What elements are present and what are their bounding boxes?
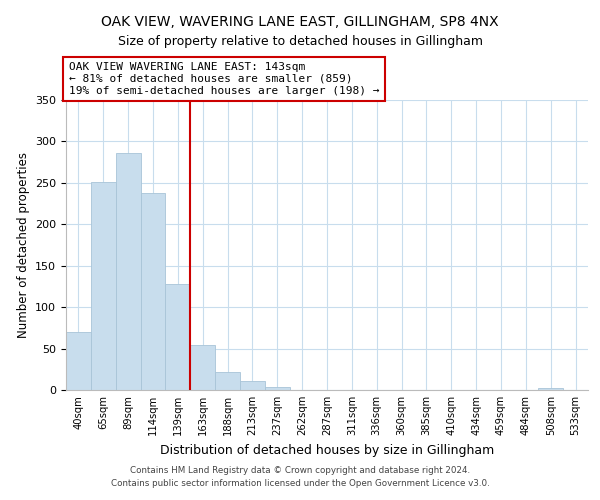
Bar [215, 372, 240, 390]
Bar [140, 193, 166, 390]
Bar [265, 386, 290, 390]
Text: Contains HM Land Registry data © Crown copyright and database right 2024.
Contai: Contains HM Land Registry data © Crown c… [110, 466, 490, 487]
Text: OAK VIEW, WAVERING LANE EAST, GILLINGHAM, SP8 4NX: OAK VIEW, WAVERING LANE EAST, GILLINGHAM… [101, 15, 499, 29]
Bar [166, 284, 190, 390]
Text: Size of property relative to detached houses in Gillingham: Size of property relative to detached ho… [118, 35, 482, 48]
Text: OAK VIEW WAVERING LANE EAST: 143sqm
← 81% of detached houses are smaller (859)
1: OAK VIEW WAVERING LANE EAST: 143sqm ← 81… [68, 62, 379, 96]
Bar [66, 332, 91, 390]
Bar [116, 153, 140, 390]
X-axis label: Distribution of detached houses by size in Gillingham: Distribution of detached houses by size … [160, 444, 494, 456]
Bar [190, 346, 215, 390]
Bar [91, 182, 116, 390]
Y-axis label: Number of detached properties: Number of detached properties [17, 152, 29, 338]
Bar [240, 381, 265, 390]
Bar [538, 388, 563, 390]
